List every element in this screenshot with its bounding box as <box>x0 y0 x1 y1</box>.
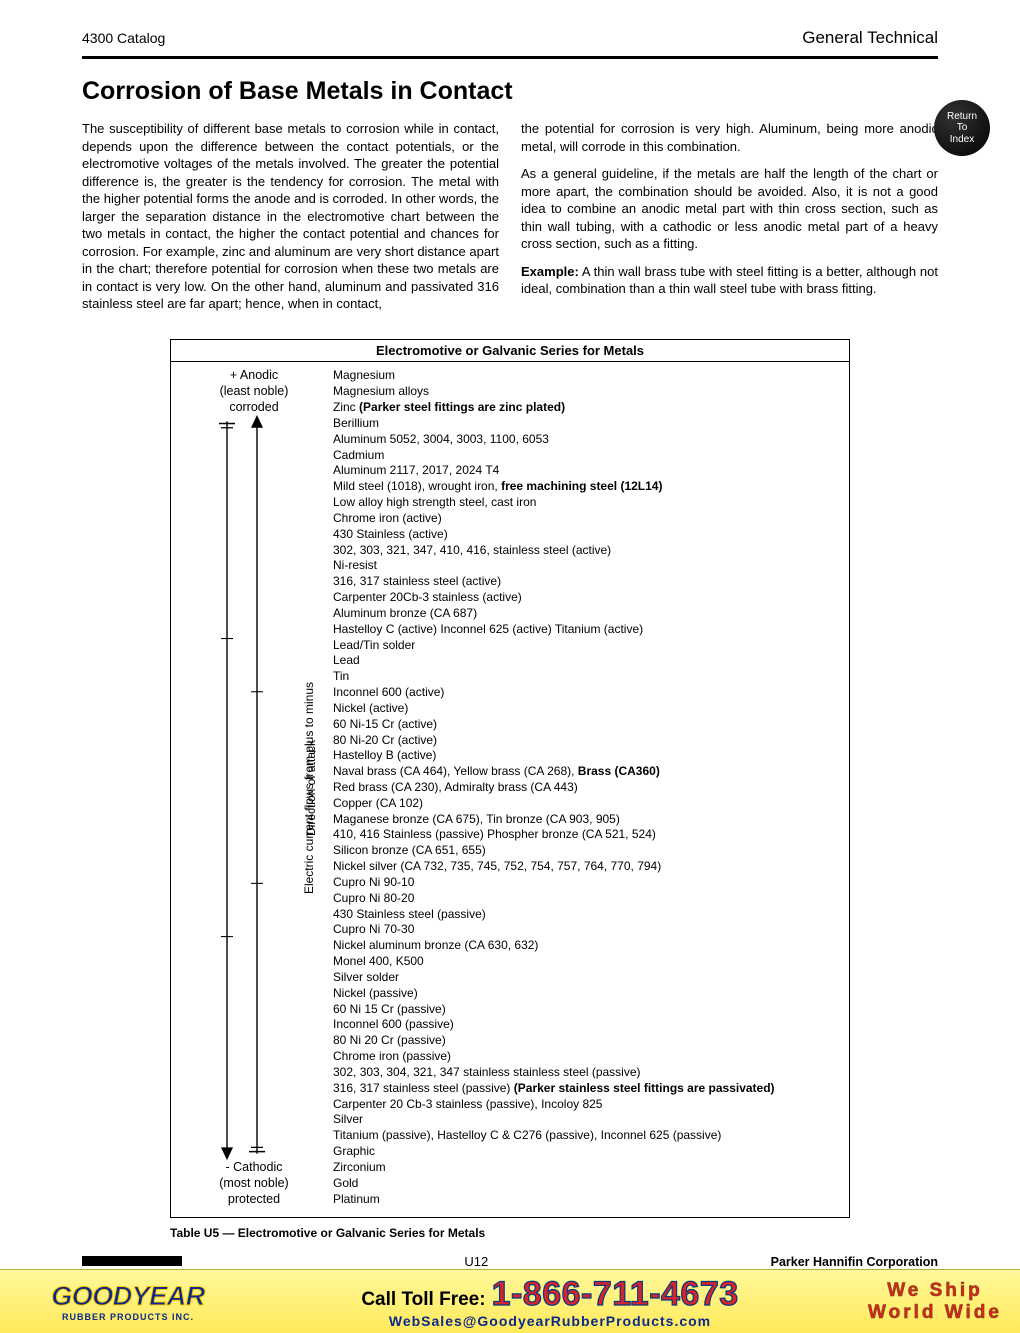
metal-row: Zirconium <box>333 1160 841 1176</box>
footer-left-bar <box>82 1256 182 1266</box>
metal-row: Cupro Ni 90-10 <box>333 875 841 891</box>
metal-row: Nickel aluminum bronze (CA 630, 632) <box>333 938 841 954</box>
metal-row: Magnesium <box>333 368 841 384</box>
page-title: Corrosion of Base Metals in Contact <box>82 77 513 106</box>
metal-row: Red brass (CA 230), Admiralty brass (CA … <box>333 780 841 796</box>
metal-row: Copper (CA 102) <box>333 796 841 812</box>
metal-row: Silicon bronze (CA 651, 655) <box>333 843 841 859</box>
company-name: Parker Hannifin Corporation <box>771 1255 938 1269</box>
metal-row: Silver <box>333 1112 841 1128</box>
page-number: U12 <box>464 1254 488 1269</box>
metal-row: 316, 317 stainless steel (passive) (Park… <box>333 1081 841 1097</box>
metal-row: 60 Ni 15 Cr (passive) <box>333 1002 841 1018</box>
intro-paragraph-3: As a general guideline, if the metals ar… <box>521 165 938 253</box>
metal-row: Hastelloy C (active) Inconnel 625 (activ… <box>333 622 841 638</box>
cathodic-label: - Cathodic (most noble) protected <box>219 1160 288 1207</box>
example-text: A thin wall brass tube with steel fittin… <box>521 264 938 297</box>
return-to-index-button[interactable]: Return To Index <box>934 100 990 156</box>
metal-row: 302, 303, 321, 347, 410, 416, stainless … <box>333 543 841 559</box>
header-left: 4300 Catalog <box>82 30 165 46</box>
metal-row: Mild steel (1018), wrought iron, free ma… <box>333 479 841 495</box>
galvanic-series-table: Electromotive or Galvanic Series for Met… <box>170 339 850 1218</box>
metal-row: Cupro Ni 80-20 <box>333 891 841 907</box>
metal-row: 80 Ni 20 Cr (passive) <box>333 1033 841 1049</box>
example-label: Example: <box>521 264 579 279</box>
metal-row: Carpenter 20 Cb-3 stainless (passive), I… <box>333 1097 841 1113</box>
header-rule <box>82 56 938 59</box>
metal-row: Inconnel 600 (passive) <box>333 1017 841 1033</box>
ad-banner: GOODYEAR RUBBER PRODUCTS INC. Call Toll … <box>0 1269 1020 1333</box>
goodyear-logo[interactable]: GOODYEAR RUBBER PRODUCTS INC. <box>0 1270 250 1333</box>
arrows-zone: Electric current flows from plus to minu… <box>179 415 329 1160</box>
metal-row: Nickel (passive) <box>333 986 841 1002</box>
return-line-1: Return <box>934 111 990 123</box>
arrows-svg <box>179 415 329 1160</box>
metal-row: Graphic <box>333 1144 841 1160</box>
metal-row: Chrome iron (active) <box>333 511 841 527</box>
phone-number[interactable]: 1-866-711-4673 <box>492 1275 739 1314</box>
metal-row: Inconnel 600 (active) <box>333 685 841 701</box>
metal-row: 410, 416 Stainless (passive) Phospher br… <box>333 827 841 843</box>
email-address[interactable]: WebSales@GoodyearRubberProducts.com <box>389 1313 711 1329</box>
metal-row: 430 Stainless (active) <box>333 527 841 543</box>
metal-row: Ni-resist <box>333 558 841 574</box>
metal-row: Low alloy high strength steel, cast iron <box>333 495 841 511</box>
metal-row: 302, 303, 304, 321, 347 stainless stainl… <box>333 1065 841 1081</box>
header-right: General Technical <box>802 28 938 48</box>
table-left-column: + Anodic (least noble) corroded Electric… <box>179 368 329 1207</box>
table-title: Electromotive or Galvanic Series for Met… <box>171 340 849 362</box>
metal-row: Lead/Tin solder <box>333 638 841 654</box>
metal-row: Maganese bronze (CA 675), Tin bronze (CA… <box>333 812 841 828</box>
anodic-label: + Anodic (least noble) corroded <box>220 368 289 415</box>
metal-row: 430 Stainless steel (passive) <box>333 907 841 923</box>
ship-line-2: World Wide <box>868 1302 1002 1324</box>
intro-paragraph-1: The susceptibility of different base met… <box>82 120 499 313</box>
anodic-l1: + Anodic <box>220 368 289 384</box>
metal-row: Cadmium <box>333 448 841 464</box>
metal-row: Hastelloy B (active) <box>333 748 841 764</box>
call-label: Call Toll Free: <box>361 1289 485 1311</box>
ship-line-1: We Ship <box>887 1280 983 1302</box>
intro-paragraph-2: the potential for corrosion is very high… <box>521 120 938 155</box>
metal-row: Titanium (passive), Hastelloy C & C276 (… <box>333 1128 841 1144</box>
page-footer: U12 Parker Hannifin Corporation <box>82 1252 938 1269</box>
return-line-2: To <box>934 122 990 134</box>
banner-right: We Ship World Wide <box>850 1270 1020 1333</box>
metal-row: Aluminum 2117, 2017, 2024 T4 <box>333 463 841 479</box>
cathodic-l3: protected <box>219 1192 288 1208</box>
metal-row: 60 Ni-15 Cr (active) <box>333 717 841 733</box>
metal-row: Nickel (active) <box>333 701 841 717</box>
metal-row: Silver solder <box>333 970 841 986</box>
example-paragraph: Example: A thin wall brass tube with ste… <box>521 263 938 298</box>
metal-row: Cupro Ni 70-30 <box>333 922 841 938</box>
metal-row: Tin <box>333 669 841 685</box>
banner-middle: Call Toll Free: 1-866-711-4673 WebSales@… <box>250 1270 850 1333</box>
metal-row: Naval brass (CA 464), Yellow brass (CA 2… <box>333 764 841 780</box>
metal-row: Berillium <box>333 416 841 432</box>
metal-row: Platinum <box>333 1192 841 1208</box>
metal-row: Lead <box>333 653 841 669</box>
metal-row: Gold <box>333 1176 841 1192</box>
intro-text: The susceptibility of different base met… <box>82 120 938 315</box>
metal-row: Carpenter 20Cb-3 stainless (active) <box>333 590 841 606</box>
goodyear-subtitle: RUBBER PRODUCTS INC. <box>62 1312 194 1322</box>
metal-row: Monel 400, K500 <box>333 954 841 970</box>
metal-row: Zinc (Parker steel fittings are zinc pla… <box>333 400 841 416</box>
cathodic-l2: (most noble) <box>219 1176 288 1192</box>
metal-row: 80 Ni-20 Cr (active) <box>333 733 841 749</box>
metals-list: MagnesiumMagnesium alloysZinc (Parker st… <box>329 368 841 1207</box>
anodic-l3: corroded <box>220 400 289 416</box>
return-line-3: Index <box>934 134 990 146</box>
table-caption: Table U5 — Electromotive or Galvanic Ser… <box>170 1226 850 1240</box>
metal-row: 316, 317 stainless steel (active) <box>333 574 841 590</box>
metal-row: Chrome iron (passive) <box>333 1049 841 1065</box>
metal-row: Aluminum bronze (CA 687) <box>333 606 841 622</box>
metal-row: Aluminum 5052, 3004, 3003, 1100, 6053 <box>333 432 841 448</box>
page-header: 4300 Catalog General Technical <box>82 28 938 54</box>
metal-row: Magnesium alloys <box>333 384 841 400</box>
cathodic-l1: - Cathodic <box>219 1160 288 1176</box>
goodyear-brand: GOODYEAR <box>51 1281 205 1312</box>
metal-row: Nickel silver (CA 732, 735, 745, 752, 75… <box>333 859 841 875</box>
anodic-l2: (least noble) <box>220 384 289 400</box>
